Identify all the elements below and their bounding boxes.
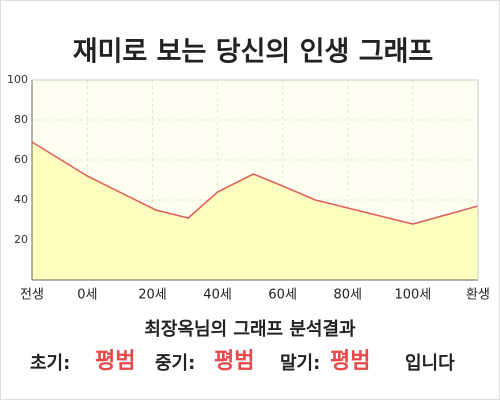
y-tick-label: 20 — [14, 233, 28, 246]
y-tick-label: 60 — [14, 153, 28, 166]
x-tick-label: 100세 — [394, 288, 431, 303]
summary-value: 평범 — [214, 349, 254, 374]
summary-suffix: 입니다 — [405, 352, 455, 374]
summary-value: 평범 — [330, 349, 370, 374]
x-tick-label: 80세 — [334, 288, 363, 303]
x-tick-label: 20세 — [138, 288, 167, 303]
y-tick-label: 40 — [14, 193, 28, 206]
line — [31, 141, 479, 225]
summary-value: 평범 — [95, 349, 135, 374]
x-tick-label: 60세 — [268, 288, 297, 303]
summary-heading: 최장옥님의 그래프 분석결과 — [144, 319, 356, 340]
x-tick-label: 40세 — [203, 288, 232, 303]
x-tick-label: 0세 — [77, 288, 97, 303]
y-tick-label: 100 — [7, 73, 28, 86]
summary-label: 중기: — [155, 353, 195, 374]
x-tick-label: 전생 — [20, 288, 44, 303]
summary-label: 초기: — [30, 353, 70, 374]
x-tick-label: 환생 — [466, 288, 490, 303]
chart-title: 재미로 보는 당신의 인생 그래프 — [73, 37, 434, 68]
y-tick-label: 80 — [14, 113, 28, 126]
summary-label: 말기: — [280, 353, 320, 374]
area — [32, 142, 478, 280]
